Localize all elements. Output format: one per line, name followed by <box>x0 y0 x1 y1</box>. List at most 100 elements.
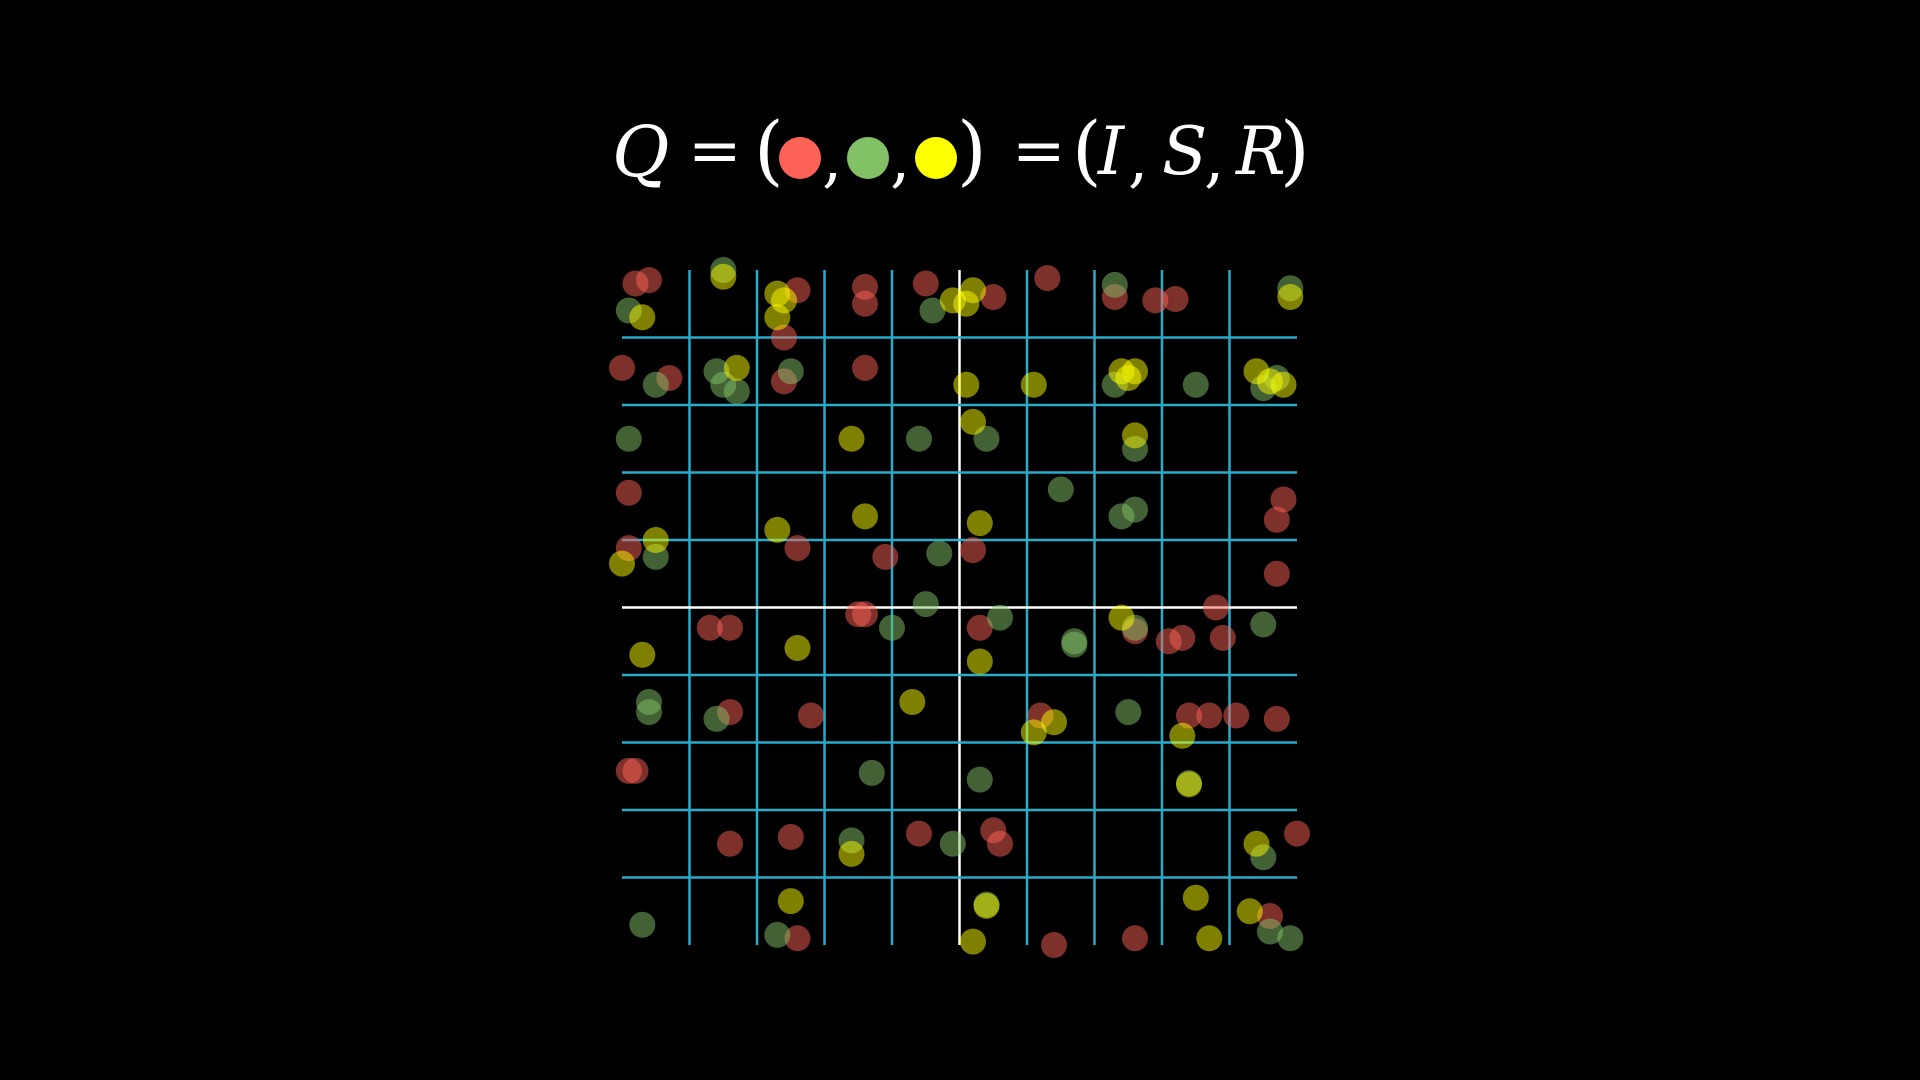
infected-dot <box>852 601 878 628</box>
recovered-dot <box>764 304 791 331</box>
infected-dot <box>784 925 811 952</box>
infected-dot <box>798 702 824 729</box>
recovered-dot <box>1122 422 1148 449</box>
infected-dot <box>1176 702 1202 729</box>
recovered-dot <box>1115 365 1142 391</box>
susceptible-dot <box>1277 925 1304 952</box>
infected-dot <box>1284 820 1310 847</box>
susceptible-dot <box>1122 496 1148 523</box>
infected-dot <box>980 284 1007 310</box>
infected-dot <box>912 270 939 297</box>
susceptible-dot <box>642 371 669 398</box>
susceptible-dot <box>636 699 662 726</box>
recovered-dot-icon <box>915 137 957 179</box>
recovered-dot <box>966 648 993 675</box>
recovered-dot <box>960 928 986 955</box>
susceptible-dot <box>723 378 750 405</box>
susceptible-dot <box>906 425 932 452</box>
formula-label-r: R <box>1235 113 1286 190</box>
formula-comma-3: , <box>1128 122 1148 196</box>
infected-dot <box>622 757 649 784</box>
infected-dot <box>1263 560 1290 587</box>
susceptible-dot <box>1182 371 1209 398</box>
susceptible-dot <box>987 604 1013 631</box>
recovered-dot <box>1108 604 1135 631</box>
susceptible-dot <box>926 540 953 567</box>
infected-dot <box>1169 624 1196 651</box>
infected-dot <box>717 614 743 641</box>
susceptible-dot <box>629 911 656 938</box>
formula-close-paren-1: ) <box>957 105 987 194</box>
recovered-dot <box>642 527 669 553</box>
recovered-dot <box>764 516 791 543</box>
state-formula: Q = ( , , ) = ( I , S , R ) <box>612 105 1310 196</box>
formula-open-paren-1: ( <box>754 105 784 194</box>
recovered-dot <box>1196 925 1223 952</box>
susceptible-dot <box>966 766 993 793</box>
susceptible-dot <box>777 358 804 385</box>
formula-label-i: I <box>1097 113 1126 190</box>
susceptible-dot <box>1250 611 1277 638</box>
infected-dot <box>777 824 804 850</box>
infected-dot <box>1122 925 1148 952</box>
formula-open-paren-2: ( <box>1072 105 1102 194</box>
formula-comma-2: , <box>890 122 910 196</box>
recovered-dot <box>953 290 980 317</box>
susceptible-dot <box>703 705 730 732</box>
susceptible-dot <box>615 425 642 452</box>
recovered-dot <box>899 689 926 715</box>
infected-dot <box>1041 932 1067 958</box>
recovered-dot <box>1176 771 1202 798</box>
infected-dot <box>1263 705 1290 732</box>
recovered-dot <box>1182 884 1209 911</box>
infected-dot <box>852 354 878 381</box>
formula-comma-4: , <box>1204 122 1224 196</box>
susceptible-dot <box>919 297 946 324</box>
susceptible-dot <box>1101 271 1128 298</box>
recovered-dot <box>966 510 993 537</box>
recovered-dot <box>1041 709 1067 736</box>
susceptible-dot <box>879 614 905 641</box>
recovered-dot <box>1236 898 1263 925</box>
recovered-dot <box>973 892 1000 919</box>
susceptible-dot <box>858 759 885 786</box>
formula-label-s: S <box>1162 113 1207 190</box>
susceptible-dot <box>764 921 791 948</box>
susceptible-dot <box>912 591 939 618</box>
recovered-dot <box>784 635 811 661</box>
formula-close-paren-2: ) <box>1280 105 1310 194</box>
recovered-dot <box>1169 722 1196 749</box>
recovered-dot <box>960 408 986 435</box>
infected-dot <box>1196 702 1223 729</box>
recovered-dot <box>838 425 865 452</box>
infected-dot <box>906 820 932 847</box>
recovered-dot <box>629 641 656 668</box>
recovered-dot <box>629 304 656 331</box>
susceptible-dot <box>1047 476 1074 503</box>
infected-dot <box>966 614 993 641</box>
infected-dot <box>771 324 797 351</box>
infected-dot <box>960 537 986 564</box>
recovered-dot <box>723 354 750 381</box>
infected-dot <box>852 273 878 300</box>
recovered-dot <box>1020 719 1047 746</box>
infected-dot <box>872 543 899 570</box>
infected-dot <box>1263 506 1290 533</box>
susceptible-dot <box>1061 631 1088 658</box>
formula-comma-1: , <box>822 122 842 196</box>
infected-dot <box>1162 286 1189 312</box>
infected-dot <box>615 479 642 506</box>
recovered-dot <box>1270 371 1297 398</box>
susceptible-dot <box>939 830 966 857</box>
recovered-dot <box>838 840 865 867</box>
infected-dot <box>1209 624 1236 651</box>
infected-dot <box>1142 287 1169 314</box>
infected-dot <box>1270 486 1297 513</box>
susceptible-dot <box>1257 918 1283 945</box>
infected-dot <box>717 830 743 857</box>
recovered-dot <box>1243 830 1270 857</box>
infected-dot <box>609 354 635 381</box>
recovered-dot <box>1277 284 1304 310</box>
